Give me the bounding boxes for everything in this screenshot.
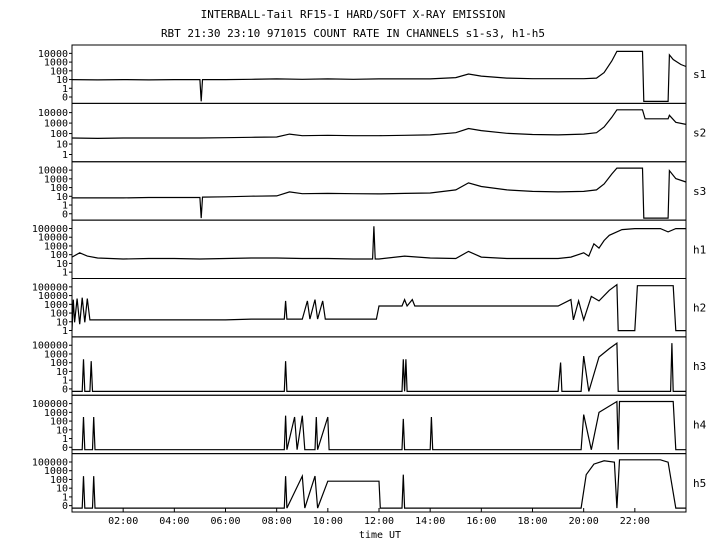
trace-h3 [72, 341, 686, 392]
x-tick-label: 04:00 [159, 516, 189, 527]
y-tick-label: 100 [50, 358, 68, 369]
y-tick-label: 100000 [32, 224, 68, 235]
panel-name-h4: h4 [693, 418, 707, 431]
y-tick-label: 100 [50, 183, 68, 194]
y-tick-label: 100000 [32, 399, 68, 410]
chart-subtitle: RBT 21:30 23:10 971015 COUNT RATE IN CHA… [161, 27, 545, 40]
y-tick-label: 10000 [38, 291, 68, 302]
panel-name-s1: s1 [693, 68, 706, 81]
y-tick-label: 0 [62, 384, 68, 395]
x-tick-label: 22:00 [620, 516, 650, 527]
x-tick-label: 16:00 [466, 516, 496, 527]
y-tick-label: 1 [62, 84, 68, 95]
y-tick-label: 1000 [44, 466, 68, 477]
panel-name-h5: h5 [693, 477, 706, 490]
x-tick-label: 12:00 [364, 516, 394, 527]
x-tick-label: 06:00 [210, 516, 240, 527]
x-tick-label: 10:00 [313, 516, 343, 527]
y-tick-label: 0 [62, 93, 68, 104]
panel-name-h2: h2 [693, 302, 706, 315]
panel-name-s3: s3 [693, 185, 706, 198]
y-tick-label: 1000 [44, 119, 68, 130]
y-tick-label: 10000 [38, 166, 68, 177]
y-tick-label: 1000 [44, 349, 68, 360]
y-tick-label: 100 [50, 309, 68, 320]
panel-name-h3: h3 [693, 360, 706, 373]
x-tick-label: 14:00 [415, 516, 445, 527]
y-tick-label: 1000 [44, 408, 68, 419]
x-tick-label: 18:00 [517, 516, 547, 527]
y-tick-label: 100 [50, 129, 68, 140]
x-tick-label: 02:00 [108, 516, 138, 527]
y-tick-label: 10000 [38, 233, 68, 244]
y-tick-label: 100 [50, 66, 68, 77]
panel-name-h1: h1 [693, 243, 706, 256]
y-tick-label: 100000 [32, 341, 68, 352]
y-tick-label: 100 [50, 475, 68, 486]
y-tick-label: 10 [56, 425, 68, 436]
y-tick-label: 10 [56, 192, 68, 203]
y-tick-label: 10 [56, 75, 68, 86]
chart-title: INTERBALL-Tail RF15-I HARD/SOFT X-RAY EM… [201, 8, 506, 21]
x-tick-label: 08:00 [262, 516, 292, 527]
y-tick-label: 10 [56, 140, 68, 151]
panel-name-s2: s2 [693, 127, 706, 140]
y-tick-label: 10 [56, 259, 68, 270]
trace-h5 [72, 459, 686, 509]
y-tick-label: 1 [62, 150, 68, 161]
trace-s1 [71, 50, 687, 102]
y-tick-label: 1000 [44, 300, 68, 311]
y-tick-label: 10000 [38, 108, 68, 119]
y-tick-label: 1000 [44, 58, 68, 69]
trace-s2 [71, 109, 687, 140]
trace-h4 [72, 400, 686, 451]
y-tick-label: 1 [62, 376, 68, 387]
y-tick-label: 100 [50, 250, 68, 261]
trace-h1 [71, 226, 686, 260]
y-tick-label: 0 [62, 209, 68, 220]
panels-group: 1000010001001010s1100001000100101s210000… [32, 44, 707, 513]
x-tick-label: 20:00 [569, 516, 599, 527]
y-tick-label: 1 [62, 201, 68, 212]
y-tick-label: 10 [56, 317, 68, 328]
y-tick-label: 0 [62, 501, 68, 512]
y-tick-label: 10 [56, 367, 68, 378]
y-tick-label: 10 [56, 484, 68, 495]
y-tick-label: 1 [62, 268, 68, 279]
trace-s3 [72, 167, 687, 219]
y-tick-label: 100 [50, 417, 68, 428]
y-tick-label: 0 [62, 443, 68, 454]
y-tick-label: 10000 [38, 49, 68, 60]
x-axis-title: time UT [359, 530, 401, 541]
y-tick-label: 1000 [44, 174, 68, 185]
y-tick-label: 1 [62, 326, 68, 337]
y-tick-label: 100000 [32, 457, 68, 468]
x-axis: 02:00 04:00 06:00 08:00 10:00 12:00 14:00 16:00… [108, 508, 650, 527]
y-tick-label: 100000 [32, 282, 68, 293]
trace-h2 [71, 283, 686, 332]
y-tick-label: 1 [62, 492, 68, 503]
y-tick-label: 1 [62, 434, 68, 445]
y-tick-label: 1000 [44, 241, 68, 252]
